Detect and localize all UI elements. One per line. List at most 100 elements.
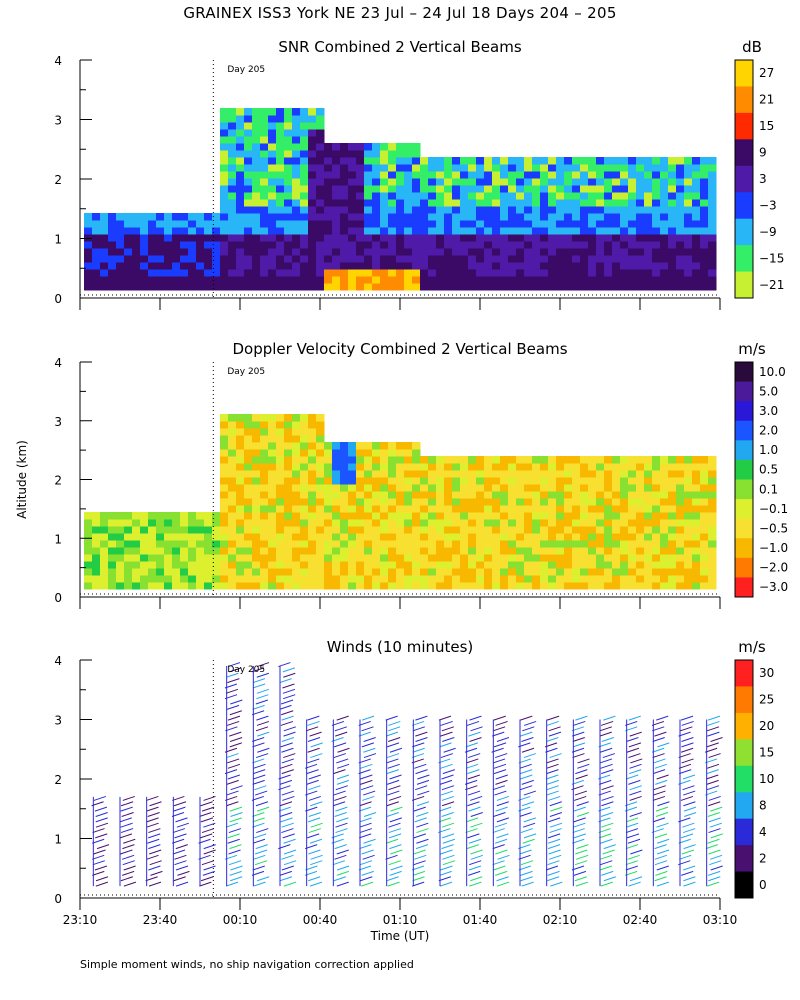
- wind-barb: [627, 854, 640, 860]
- wind-barb: [175, 844, 188, 850]
- wind-barb: [308, 785, 321, 791]
- wind-barb: [678, 763, 692, 769]
- wind-barb: [496, 801, 509, 807]
- wind-barb: [363, 790, 376, 796]
- y-tick-label: 0: [54, 591, 62, 605]
- wind-barb: [120, 801, 134, 807]
- page-title: GRAINEX ISS3 York NE 23 Jul – 24 Jul 18 …: [183, 4, 617, 22]
- wind-barb: [651, 720, 665, 726]
- footnote: Simple moment winds, no ship navigation …: [80, 958, 414, 971]
- wind-barb: [95, 822, 109, 828]
- wind-barb: [387, 726, 401, 732]
- x-tick-label: 02:40: [623, 913, 658, 927]
- wind-barb: [547, 833, 561, 839]
- wind-barb: [308, 828, 321, 834]
- wind-barb: [306, 769, 319, 775]
- wind-barb: [203, 844, 216, 850]
- wind-barb: [576, 812, 590, 817]
- wind-barb: [521, 747, 535, 753]
- colorbar-swatch: [735, 86, 753, 114]
- wind-barb: [336, 817, 349, 823]
- wind-barb: [680, 833, 694, 839]
- wind-barb: [386, 801, 399, 807]
- wind-barb: [439, 742, 452, 748]
- wind-barb: [175, 881, 189, 887]
- wind-barb: [678, 731, 691, 737]
- colorbar-swatch: [735, 112, 753, 140]
- wind-barb: [386, 769, 399, 775]
- wind-barb: [442, 860, 456, 866]
- wind-barb: [417, 790, 430, 796]
- wind-barb: [226, 779, 239, 785]
- wind-barb: [576, 854, 589, 860]
- wind-barb: [495, 774, 508, 780]
- colorbar-label: −21: [759, 278, 784, 292]
- wind-barb: [678, 753, 691, 759]
- wind-barb: [310, 822, 323, 828]
- wind-barb: [336, 715, 349, 721]
- wind-barb: [122, 844, 135, 850]
- wind-barb: [283, 860, 297, 866]
- wind-barb: [548, 817, 561, 823]
- wind-barb: [412, 881, 425, 887]
- wind-barb: [281, 769, 294, 775]
- wind-barb: [441, 726, 455, 732]
- wind-barb: [708, 801, 721, 807]
- wind-barb: [518, 865, 531, 871]
- wind-barb: [386, 779, 400, 785]
- wind-barb: [332, 801, 346, 807]
- wind-barb: [385, 731, 399, 737]
- wind-barb: [598, 790, 611, 796]
- wind-barb: [229, 817, 242, 823]
- wind-barb: [226, 753, 239, 759]
- wind-barb: [307, 817, 321, 823]
- wind-barb: [94, 806, 108, 812]
- wind-barb: [470, 876, 483, 882]
- wind-barb: [283, 731, 296, 737]
- wind-barb: [654, 763, 667, 769]
- wind-barb: [278, 662, 291, 668]
- colorbar-unit: dB: [742, 38, 762, 56]
- wind-barb: [524, 720, 537, 726]
- wind-barb: [280, 742, 293, 748]
- wind-barb: [600, 812, 614, 817]
- wind-barb: [92, 854, 105, 860]
- colorbar-label: 0.1: [759, 482, 778, 496]
- wind-barb: [601, 769, 614, 775]
- wind-barb: [708, 817, 721, 823]
- wind-barb: [469, 737, 482, 742]
- wind-barb: [441, 774, 454, 780]
- wind-barb: [252, 812, 265, 817]
- wind-barb: [227, 774, 240, 780]
- wind-barb: [359, 833, 372, 839]
- wind-barb: [523, 817, 536, 823]
- wind-barb: [599, 758, 613, 764]
- wind-barb: [520, 774, 533, 780]
- wind-barb: [279, 870, 293, 876]
- y-tick-label: 4: [54, 654, 62, 668]
- wind-barb: [252, 758, 265, 764]
- wind-barb: [252, 838, 266, 844]
- wind-barb: [707, 812, 720, 817]
- wind-barb: [654, 860, 668, 866]
- wind-barb: [389, 817, 402, 823]
- wind-barb: [441, 812, 454, 817]
- wind-barb: [307, 758, 320, 764]
- wind-barb: [495, 870, 508, 876]
- colorbar-swatch: [735, 845, 753, 873]
- wind-barb: [148, 833, 161, 839]
- wind-barb: [119, 833, 133, 839]
- wind-barb: [575, 881, 588, 887]
- wind-barb: [493, 715, 506, 721]
- wind-barb: [147, 812, 160, 817]
- wind-barb: [706, 881, 720, 887]
- wind-barb: [121, 812, 134, 817]
- wind-barb: [603, 715, 616, 721]
- wind-barb: [709, 822, 722, 828]
- x-tick-label: 23:10: [63, 913, 98, 927]
- wind-barb: [683, 828, 696, 834]
- wind-barb: [494, 790, 507, 796]
- wind-barb: [201, 860, 215, 866]
- wind-barb: [440, 753, 454, 759]
- colorbar-label: 3.0: [759, 404, 778, 418]
